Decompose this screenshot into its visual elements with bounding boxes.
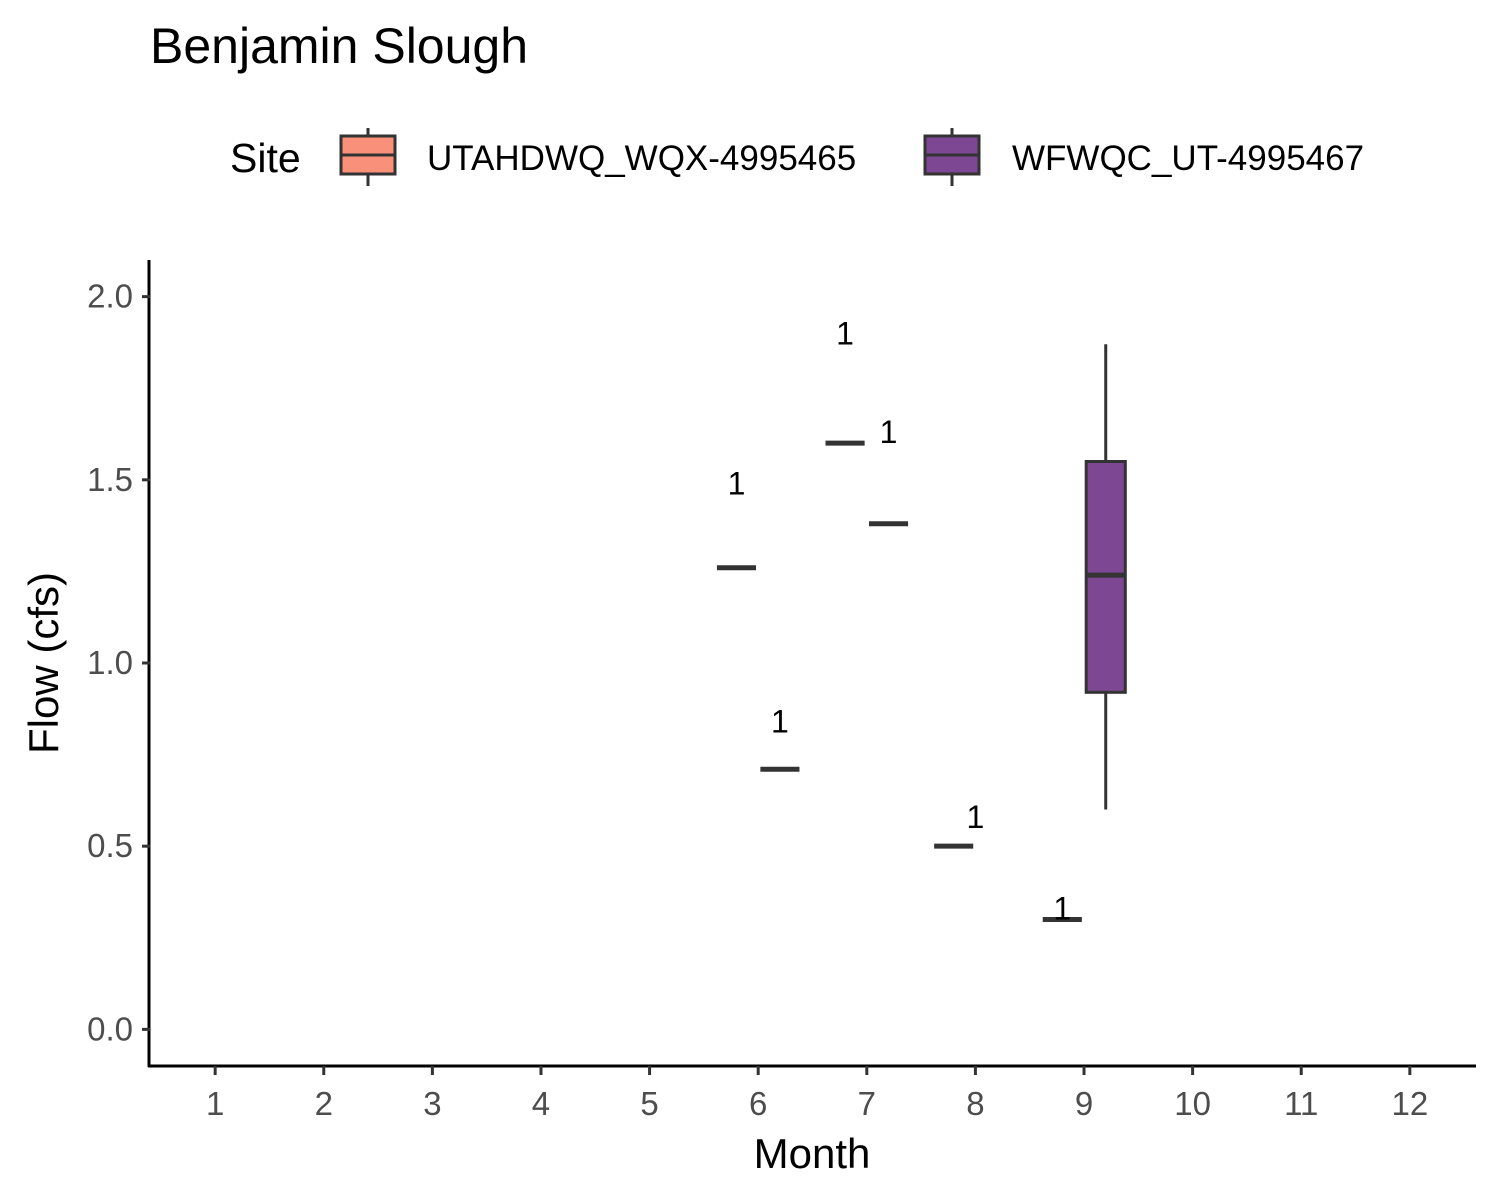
x-tick-label: 12	[1391, 1085, 1428, 1122]
y-tick-label: 1.0	[87, 644, 133, 681]
x-tick-label: 10	[1174, 1085, 1211, 1122]
count-label: 1	[1053, 890, 1071, 926]
count-label: 1	[771, 704, 789, 740]
legend-title: Site	[230, 135, 301, 181]
y-tick-label: 0.5	[87, 827, 133, 864]
x-tick-label: 3	[423, 1085, 441, 1122]
x-axis-ticks: 1 2 3 4 5 6 7 8 9 10 11 12	[206, 1066, 1428, 1122]
count-label: 1	[728, 465, 746, 501]
y-axis-ticks: 0.0 0.5 1.0 1.5 2.0	[87, 278, 150, 1047]
count-label: 1	[880, 414, 898, 450]
legend-entry-utahdwq: UTAHDWQ_WQX-4995465	[339, 128, 856, 186]
y-tick-label: 2.0	[87, 278, 133, 315]
x-tick-label: 6	[749, 1085, 767, 1122]
plot-marks: 1 1 1 1 1 1	[716, 315, 1127, 926]
x-tick-label: 7	[858, 1085, 876, 1122]
box	[1084, 344, 1127, 810]
x-tick-label: 11	[1284, 1085, 1318, 1122]
chart-title: Benjamin Slough	[150, 18, 528, 74]
x-axis-title: Month	[754, 1130, 871, 1177]
y-tick-label: 0.0	[87, 1010, 133, 1047]
x-tick-label: 9	[1075, 1085, 1093, 1122]
legend: Site UTAHDWQ_WQX-4995465 WFWQC_UT-499546…	[230, 128, 1364, 186]
count-label: 1	[967, 799, 985, 835]
legend-label: UTAHDWQ_WQX-4995465	[427, 139, 856, 178]
x-tick-label: 4	[532, 1085, 550, 1122]
count-label: 1	[836, 315, 854, 351]
y-tick-label: 1.5	[87, 461, 133, 498]
x-tick-label: 8	[966, 1085, 984, 1122]
y-axis-title: Flow (cfs)	[20, 572, 67, 754]
x-tick-label: 2	[315, 1085, 333, 1122]
legend-label: WFWQC_UT-4995467	[1012, 139, 1364, 178]
legend-entry-wfwqc: WFWQC_UT-4995467	[923, 128, 1364, 186]
x-tick-label: 1	[206, 1085, 224, 1122]
x-tick-label: 5	[640, 1085, 658, 1122]
